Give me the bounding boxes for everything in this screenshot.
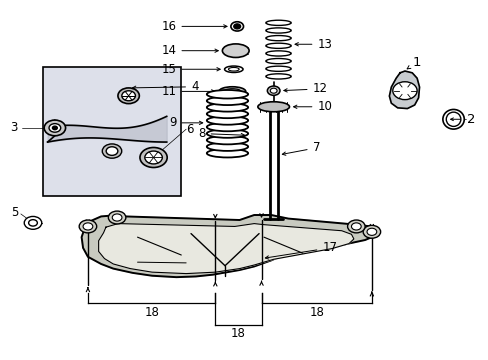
Text: 18: 18 [308, 306, 324, 319]
Circle shape [44, 120, 65, 136]
Ellipse shape [224, 89, 241, 94]
Circle shape [24, 216, 41, 229]
Ellipse shape [257, 102, 289, 112]
Circle shape [347, 220, 365, 233]
Text: 18: 18 [144, 306, 159, 319]
Circle shape [144, 151, 162, 164]
Ellipse shape [206, 136, 247, 144]
Ellipse shape [206, 116, 247, 125]
Text: 8: 8 [198, 127, 244, 140]
Ellipse shape [206, 103, 247, 112]
Circle shape [363, 225, 380, 238]
Text: 13: 13 [294, 38, 332, 51]
Ellipse shape [206, 110, 247, 118]
Circle shape [267, 86, 280, 95]
Circle shape [112, 214, 122, 221]
Ellipse shape [206, 129, 247, 138]
Circle shape [83, 223, 93, 230]
Ellipse shape [265, 43, 290, 48]
Ellipse shape [265, 28, 290, 33]
Circle shape [29, 220, 37, 226]
Text: 14: 14 [161, 44, 218, 57]
Text: 9: 9 [168, 116, 203, 129]
Circle shape [79, 220, 97, 233]
Text: 7: 7 [282, 141, 320, 155]
Circle shape [392, 82, 416, 100]
Text: 17: 17 [265, 241, 337, 259]
Circle shape [366, 228, 376, 235]
Ellipse shape [206, 149, 247, 157]
Polygon shape [388, 71, 419, 109]
Ellipse shape [265, 36, 290, 41]
Ellipse shape [265, 58, 290, 64]
Circle shape [122, 91, 135, 101]
Ellipse shape [222, 44, 248, 58]
Ellipse shape [265, 51, 290, 56]
Text: 5: 5 [11, 206, 19, 219]
Ellipse shape [206, 90, 247, 99]
Bar [42, 67, 181, 196]
Ellipse shape [228, 67, 239, 71]
Text: 18: 18 [230, 327, 245, 340]
Circle shape [270, 88, 277, 93]
Circle shape [108, 211, 125, 224]
Ellipse shape [265, 20, 290, 26]
Ellipse shape [265, 66, 290, 71]
Text: 16: 16 [161, 20, 226, 33]
Ellipse shape [206, 143, 247, 151]
Ellipse shape [446, 112, 460, 126]
Circle shape [140, 148, 167, 167]
Circle shape [102, 144, 122, 158]
Polygon shape [81, 215, 374, 277]
Ellipse shape [224, 66, 243, 72]
Text: 6: 6 [186, 123, 193, 136]
Text: 4: 4 [132, 80, 198, 93]
Ellipse shape [219, 87, 245, 96]
Circle shape [49, 123, 61, 132]
Ellipse shape [265, 74, 290, 79]
Ellipse shape [206, 123, 247, 131]
Circle shape [118, 88, 139, 104]
Polygon shape [99, 224, 353, 274]
Circle shape [230, 22, 243, 31]
Text: 1: 1 [407, 55, 421, 69]
Ellipse shape [206, 96, 247, 105]
Circle shape [52, 126, 57, 130]
Circle shape [351, 223, 361, 230]
Circle shape [106, 147, 118, 156]
Text: 10: 10 [293, 100, 332, 113]
Text: 12: 12 [283, 82, 327, 95]
Text: 3: 3 [10, 121, 17, 134]
Text: 11: 11 [161, 85, 214, 98]
Circle shape [233, 24, 240, 29]
Text: 15: 15 [161, 63, 220, 76]
Text: 2: 2 [466, 113, 475, 126]
Ellipse shape [442, 109, 463, 129]
